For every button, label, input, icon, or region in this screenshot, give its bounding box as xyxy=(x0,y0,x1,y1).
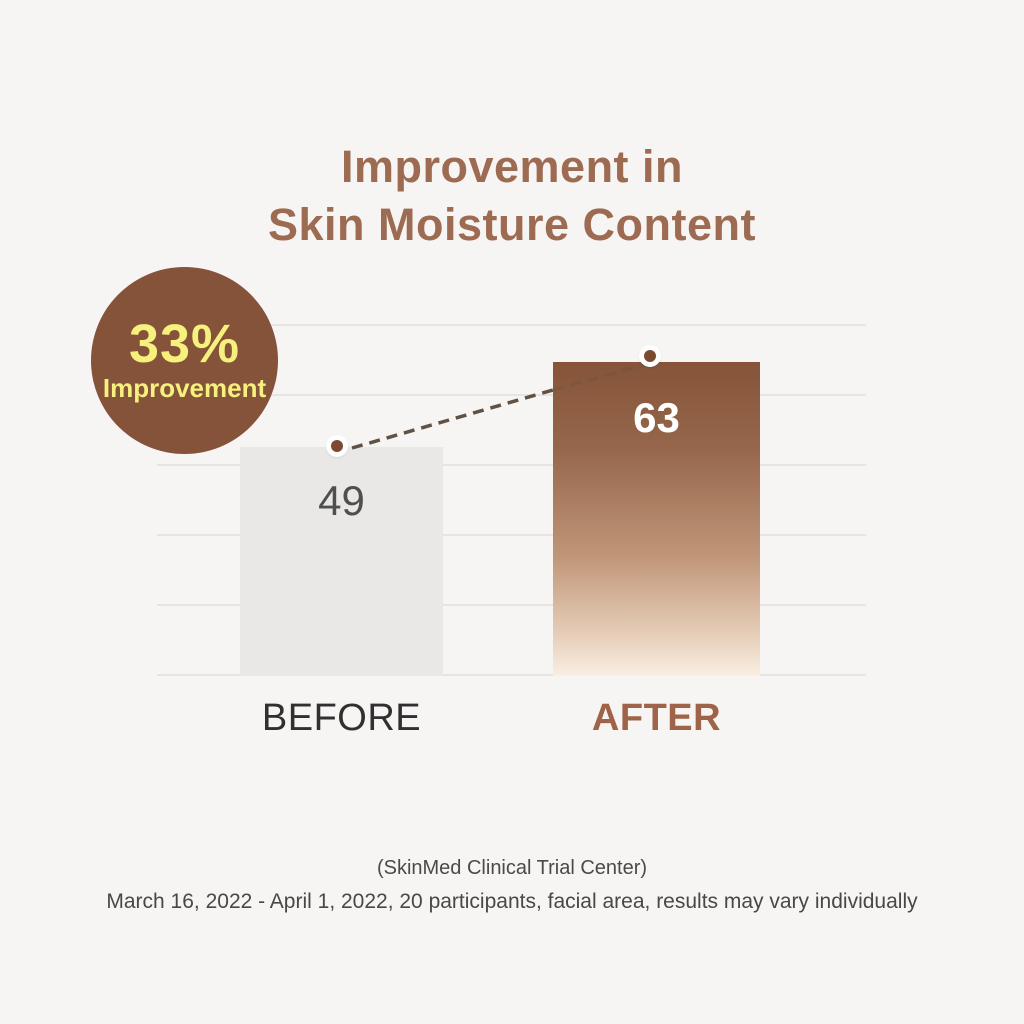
data-point-dot-before xyxy=(326,435,348,457)
data-point-dot-after xyxy=(639,345,661,367)
improvement-badge-value: 33% xyxy=(128,314,241,374)
gridline xyxy=(157,534,866,536)
bar-value-before: 49 xyxy=(318,477,365,524)
improvement-badge: 33% Improvement xyxy=(91,267,278,454)
gridline xyxy=(157,674,866,676)
gridline xyxy=(157,324,866,326)
page-title-line2: Skin Moisture Content xyxy=(267,199,756,250)
page-title-line1: Improvement in xyxy=(340,141,684,192)
gridline xyxy=(157,464,866,466)
bar-value-after: 63 xyxy=(633,394,680,441)
footnote-source: (SkinMed Clinical Trial Center) xyxy=(376,857,648,879)
footnote-details: March 16, 2022 - April 1, 2022, 20 parti… xyxy=(106,890,918,913)
improvement-badge-label: Improvement xyxy=(102,373,267,403)
category-label-after: AFTER xyxy=(591,697,722,739)
gridline xyxy=(157,604,866,606)
bar-before: 49 xyxy=(240,447,443,676)
page-title: Improvement in Skin Moisture Content xyxy=(0,138,1024,254)
category-label-before: BEFORE xyxy=(261,697,422,739)
bar-after: 63 xyxy=(553,362,760,676)
